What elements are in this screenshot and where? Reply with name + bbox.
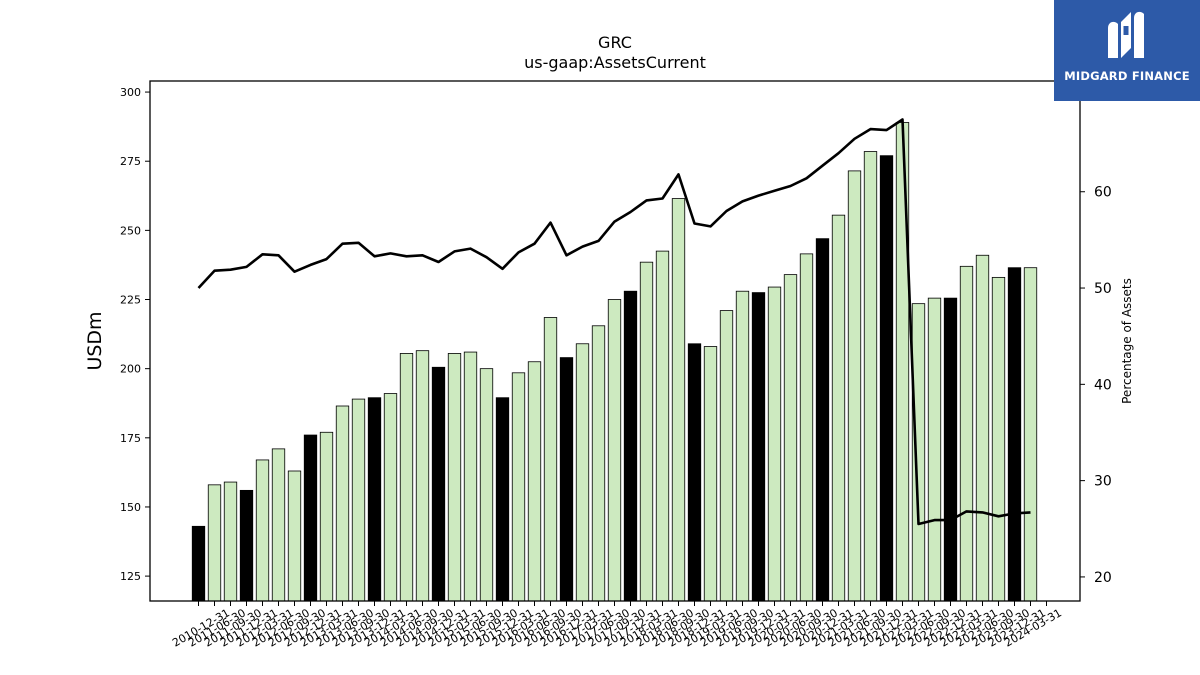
bar-2021-03-31: [847, 170, 862, 602]
y-axis-label: USDm: [84, 311, 106, 370]
y2-tick-label: 60: [1094, 185, 1112, 201]
chart-title: GRC: [598, 33, 632, 52]
bar-2017-09-30: [623, 290, 638, 602]
y-tick-label: 225: [120, 294, 141, 307]
bar-2018-12-31: [703, 346, 718, 602]
line-group: [197, 118, 1031, 526]
y-tick-label: 275: [120, 155, 141, 168]
bar-2011-03-31: [207, 484, 222, 602]
bar-2010-12-31: [191, 525, 206, 602]
y2-axis-label: Percentage of Assets: [1120, 278, 1134, 404]
bar-2013-06-30: [351, 398, 366, 602]
bar-2012-03-31: [271, 448, 286, 602]
bar-2015-06-30: [479, 368, 494, 602]
bar-2011-09-30: [239, 489, 254, 602]
midgard-logo-icon: [1108, 11, 1144, 58]
midgard-finance-logo: MIDGARD FINANCE: [1054, 0, 1200, 101]
y-tick-label: 175: [120, 432, 141, 445]
bar-2022-03-31: [911, 303, 926, 602]
bar-2014-12-31: [447, 353, 462, 602]
bar-2023-06-30: [991, 276, 1006, 602]
bar-2020-09-30: [815, 238, 830, 602]
bar-2015-12-31: [511, 372, 526, 602]
bar-2012-12-31: [319, 431, 334, 602]
bar-2020-03-31: [783, 274, 798, 602]
bar-2018-03-31: [655, 250, 670, 602]
bar-2018-09-30: [687, 343, 702, 602]
y-tick-label: 250: [120, 224, 141, 237]
bar-2016-12-31: [575, 343, 590, 602]
bar-2011-06-30: [223, 481, 238, 602]
y-tick-label: 200: [120, 363, 141, 376]
bar-2021-12-31: [895, 122, 910, 602]
bar-2019-03-31: [719, 310, 734, 602]
bar-2020-06-30: [799, 253, 814, 602]
bar-2013-12-31: [383, 393, 398, 602]
bar-2021-06-30: [863, 151, 878, 602]
y2-tick-label: 50: [1094, 281, 1112, 297]
bar-2011-12-31: [255, 459, 270, 602]
y-tick-label: 125: [120, 570, 141, 583]
bar-2019-12-31: [767, 286, 782, 602]
bar-2016-06-30: [543, 317, 558, 602]
percentage-line: [197, 118, 1031, 526]
chart-subtitle: us-gaap:AssetsCurrent: [524, 53, 706, 72]
bar-2016-09-30: [559, 357, 574, 602]
bar-2015-09-30: [495, 397, 510, 602]
bar-2022-12-31: [959, 265, 974, 602]
y2-tick-label: 20: [1094, 570, 1112, 586]
bar-2020-12-31: [831, 214, 846, 602]
bar-2022-06-30: [927, 297, 942, 602]
bar-2023-03-31: [975, 254, 990, 602]
y-tick-label: 300: [120, 86, 141, 99]
y2-axis-ticks: 20 30 40 50 60: [1080, 185, 1112, 586]
bar-2015-03-31: [463, 351, 478, 602]
logo-text: MIDGARD FINANCE: [1064, 69, 1190, 83]
bars-group: [191, 122, 1038, 602]
bar-2014-06-30: [415, 350, 430, 602]
bar-2014-09-30: [431, 366, 446, 602]
bar-2012-06-30: [287, 470, 302, 602]
bar-2019-06-30: [735, 290, 750, 602]
bar-2017-12-31: [639, 261, 654, 602]
bar-2023-12-31: [1023, 267, 1038, 602]
y-tick-label: 150: [120, 501, 141, 514]
bar-2023-09-30: [1007, 267, 1022, 602]
y-axis-ticks: 125 150 175 200 225 250 275 300: [120, 86, 150, 583]
bar-2013-09-30: [367, 397, 382, 602]
bar-2022-09-30: [943, 297, 958, 602]
bar-2014-03-31: [399, 353, 414, 602]
bar-2012-09-30: [303, 434, 318, 602]
y2-tick-label: 30: [1094, 474, 1112, 490]
bar-2013-03-31: [335, 405, 350, 602]
bar-2016-03-31: [527, 361, 542, 602]
y2-tick-label: 40: [1094, 377, 1112, 393]
bar-2019-09-30: [751, 292, 766, 602]
bar-2018-06-30: [671, 198, 686, 602]
x-axis-ticks: 2010-12-312011-06-302011-09-302011-12-31…: [170, 601, 1064, 650]
bar-2017-03-31: [591, 325, 606, 602]
bar-2021-09-30: [879, 155, 894, 602]
bar-2017-06-30: [607, 299, 622, 602]
